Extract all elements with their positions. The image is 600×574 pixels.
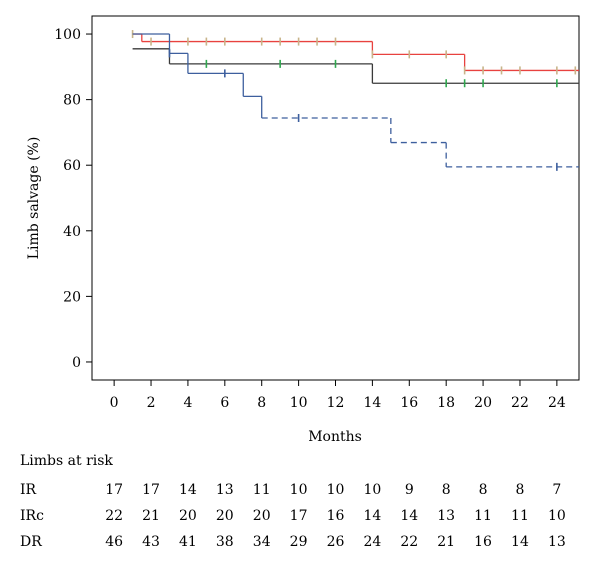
x-tick-label: 0 xyxy=(110,395,119,411)
risk-cell: 13 xyxy=(547,534,566,550)
risk-cell: 20 xyxy=(179,508,197,524)
risk-cell: 11 xyxy=(511,508,529,524)
series-2 xyxy=(132,33,579,171)
risk-row-irc: IRc 22 21 20 20 20 17 16 14 14 13 11 11 10 xyxy=(0,508,600,528)
risk-cell: 46 xyxy=(105,534,124,550)
risk-cell: 7 xyxy=(552,482,562,498)
risk-cell: 21 xyxy=(142,508,160,524)
risk-cell: 16 xyxy=(326,508,345,524)
x-tick-label: 18 xyxy=(437,395,455,411)
risk-cell: 20 xyxy=(215,508,234,524)
risk-cell: 13 xyxy=(215,482,234,498)
x-tick-label: 16 xyxy=(400,395,418,411)
risk-cell: 14 xyxy=(363,508,382,524)
risk-cell: 22 xyxy=(400,534,419,550)
risk-cell: 20 xyxy=(252,508,271,524)
series-layer xyxy=(131,30,579,171)
risk-cell: 8 xyxy=(441,482,451,498)
y-tick-label: 100 xyxy=(54,27,81,43)
x-tick-label: 20 xyxy=(474,395,492,411)
risk-cell: 10 xyxy=(547,508,566,524)
risk-cell: 17 xyxy=(142,482,160,498)
x-tick-label: 12 xyxy=(327,395,345,411)
series-1 xyxy=(132,48,579,88)
risk-table-title: Limbs at risk xyxy=(20,453,113,469)
x-axis: 0 2 4 6 8 10 12 14 16 18 20 22 24 xyxy=(110,380,566,411)
x-tick-label: 6 xyxy=(220,395,229,411)
x-tick-label: 14 xyxy=(363,395,381,411)
risk-cell: 29 xyxy=(289,534,308,550)
y-tick-label: 40 xyxy=(63,224,81,240)
risk-row-label: IR xyxy=(20,482,37,498)
risk-cell: 21 xyxy=(437,534,456,550)
risk-cell: 34 xyxy=(252,534,271,550)
risk-row-ir: IR 17 17 14 13 11 10 10 10 9 8 8 8 7 xyxy=(0,482,600,502)
risk-cell: 17 xyxy=(289,508,308,524)
y-tick-label: 20 xyxy=(63,289,81,305)
risk-cell: 11 xyxy=(474,508,492,524)
risk-row-label: IRc xyxy=(20,508,44,524)
y-axis: 0 20 40 60 80 100 xyxy=(54,27,92,371)
risk-cell: 10 xyxy=(326,482,345,498)
risk-cell: 22 xyxy=(105,508,124,524)
y-tick-label: 60 xyxy=(63,158,81,174)
x-tick-label: 2 xyxy=(147,395,156,411)
risk-cell: 8 xyxy=(478,482,488,498)
risk-cell: 26 xyxy=(326,534,345,550)
y-tick-label: 0 xyxy=(72,355,81,371)
x-axis-label: Months xyxy=(308,429,362,445)
x-tick-label: 10 xyxy=(290,395,308,411)
x-tick-label: 4 xyxy=(183,395,192,411)
x-tick-label: 24 xyxy=(548,395,566,411)
risk-cell: 14 xyxy=(511,534,529,550)
x-tick-label: 22 xyxy=(511,395,529,411)
risk-cell: 13 xyxy=(437,508,456,524)
risk-cell: 41 xyxy=(179,534,197,550)
risk-cell: 10 xyxy=(363,482,382,498)
risk-row-label: DR xyxy=(20,534,42,550)
series-0 xyxy=(131,30,579,75)
risk-cell: 43 xyxy=(142,534,160,550)
risk-cell: 10 xyxy=(289,482,308,498)
y-tick-label: 80 xyxy=(63,93,81,109)
risk-cell: 14 xyxy=(179,482,197,498)
risk-cell: 14 xyxy=(400,508,419,524)
risk-cell: 8 xyxy=(515,482,525,498)
y-axis-label: Limb salvage (%) xyxy=(26,137,42,260)
risk-cell: 17 xyxy=(105,482,124,498)
x-tick-label: 8 xyxy=(257,395,266,411)
risk-row-dr: DR 46 43 41 38 34 29 26 24 22 21 16 14 13 xyxy=(0,534,600,554)
risk-cell: 11 xyxy=(252,482,271,498)
risk-cell: 9 xyxy=(404,482,414,498)
risk-cell: 16 xyxy=(474,534,492,550)
risk-cell: 24 xyxy=(363,534,382,550)
risk-cell: 38 xyxy=(215,534,234,550)
